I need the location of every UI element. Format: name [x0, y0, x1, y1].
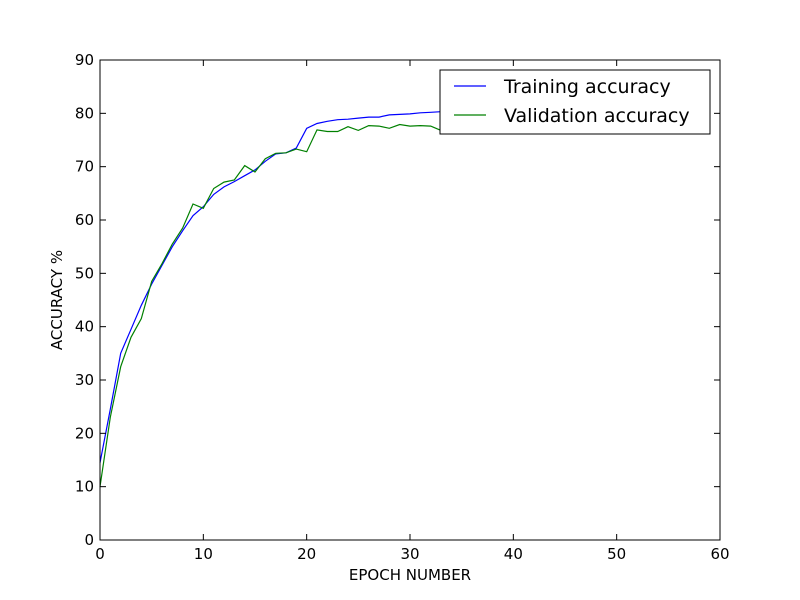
series-line-training — [99, 109, 514, 463]
x-tick-label: 0 — [95, 545, 105, 563]
y-tick-label: 10 — [75, 478, 94, 496]
legend-label-validation: Validation accuracy — [504, 105, 690, 127]
y-tick-label: 90 — [75, 51, 94, 69]
series-line-validation — [99, 123, 442, 487]
x-tick-label: 20 — [297, 545, 316, 563]
y-tick-label: 80 — [75, 104, 94, 122]
x-tick-label: 30 — [400, 545, 419, 563]
y-tick-label: 0 — [84, 531, 94, 549]
y-tick-label: 30 — [75, 371, 94, 389]
x-tick-label: 60 — [710, 545, 729, 563]
y-tick-label: 20 — [75, 424, 94, 442]
y-axis-title: ACCURACY % — [48, 250, 66, 350]
x-tick-label: 40 — [504, 545, 523, 563]
legend-box — [439, 69, 711, 135]
x-tick-label: 10 — [194, 545, 213, 563]
x-axis-title: EPOCH NUMBER — [349, 566, 471, 584]
y-tick-label: 70 — [75, 158, 94, 176]
y-tick-label: 40 — [75, 318, 94, 336]
legend-label-training: Training accuracy — [503, 76, 671, 98]
y-tick-label: 60 — [75, 211, 94, 229]
axis-ticks: 0 10 20 30 40 50 60 0 10 20 30 40 50 60 70 80 90 — [75, 51, 730, 563]
series-layer — [99, 109, 514, 487]
y-tick-label: 50 — [75, 264, 94, 282]
legend: Training accuracy Validation accuracy — [439, 69, 711, 135]
x-tick-label: 50 — [607, 545, 626, 563]
